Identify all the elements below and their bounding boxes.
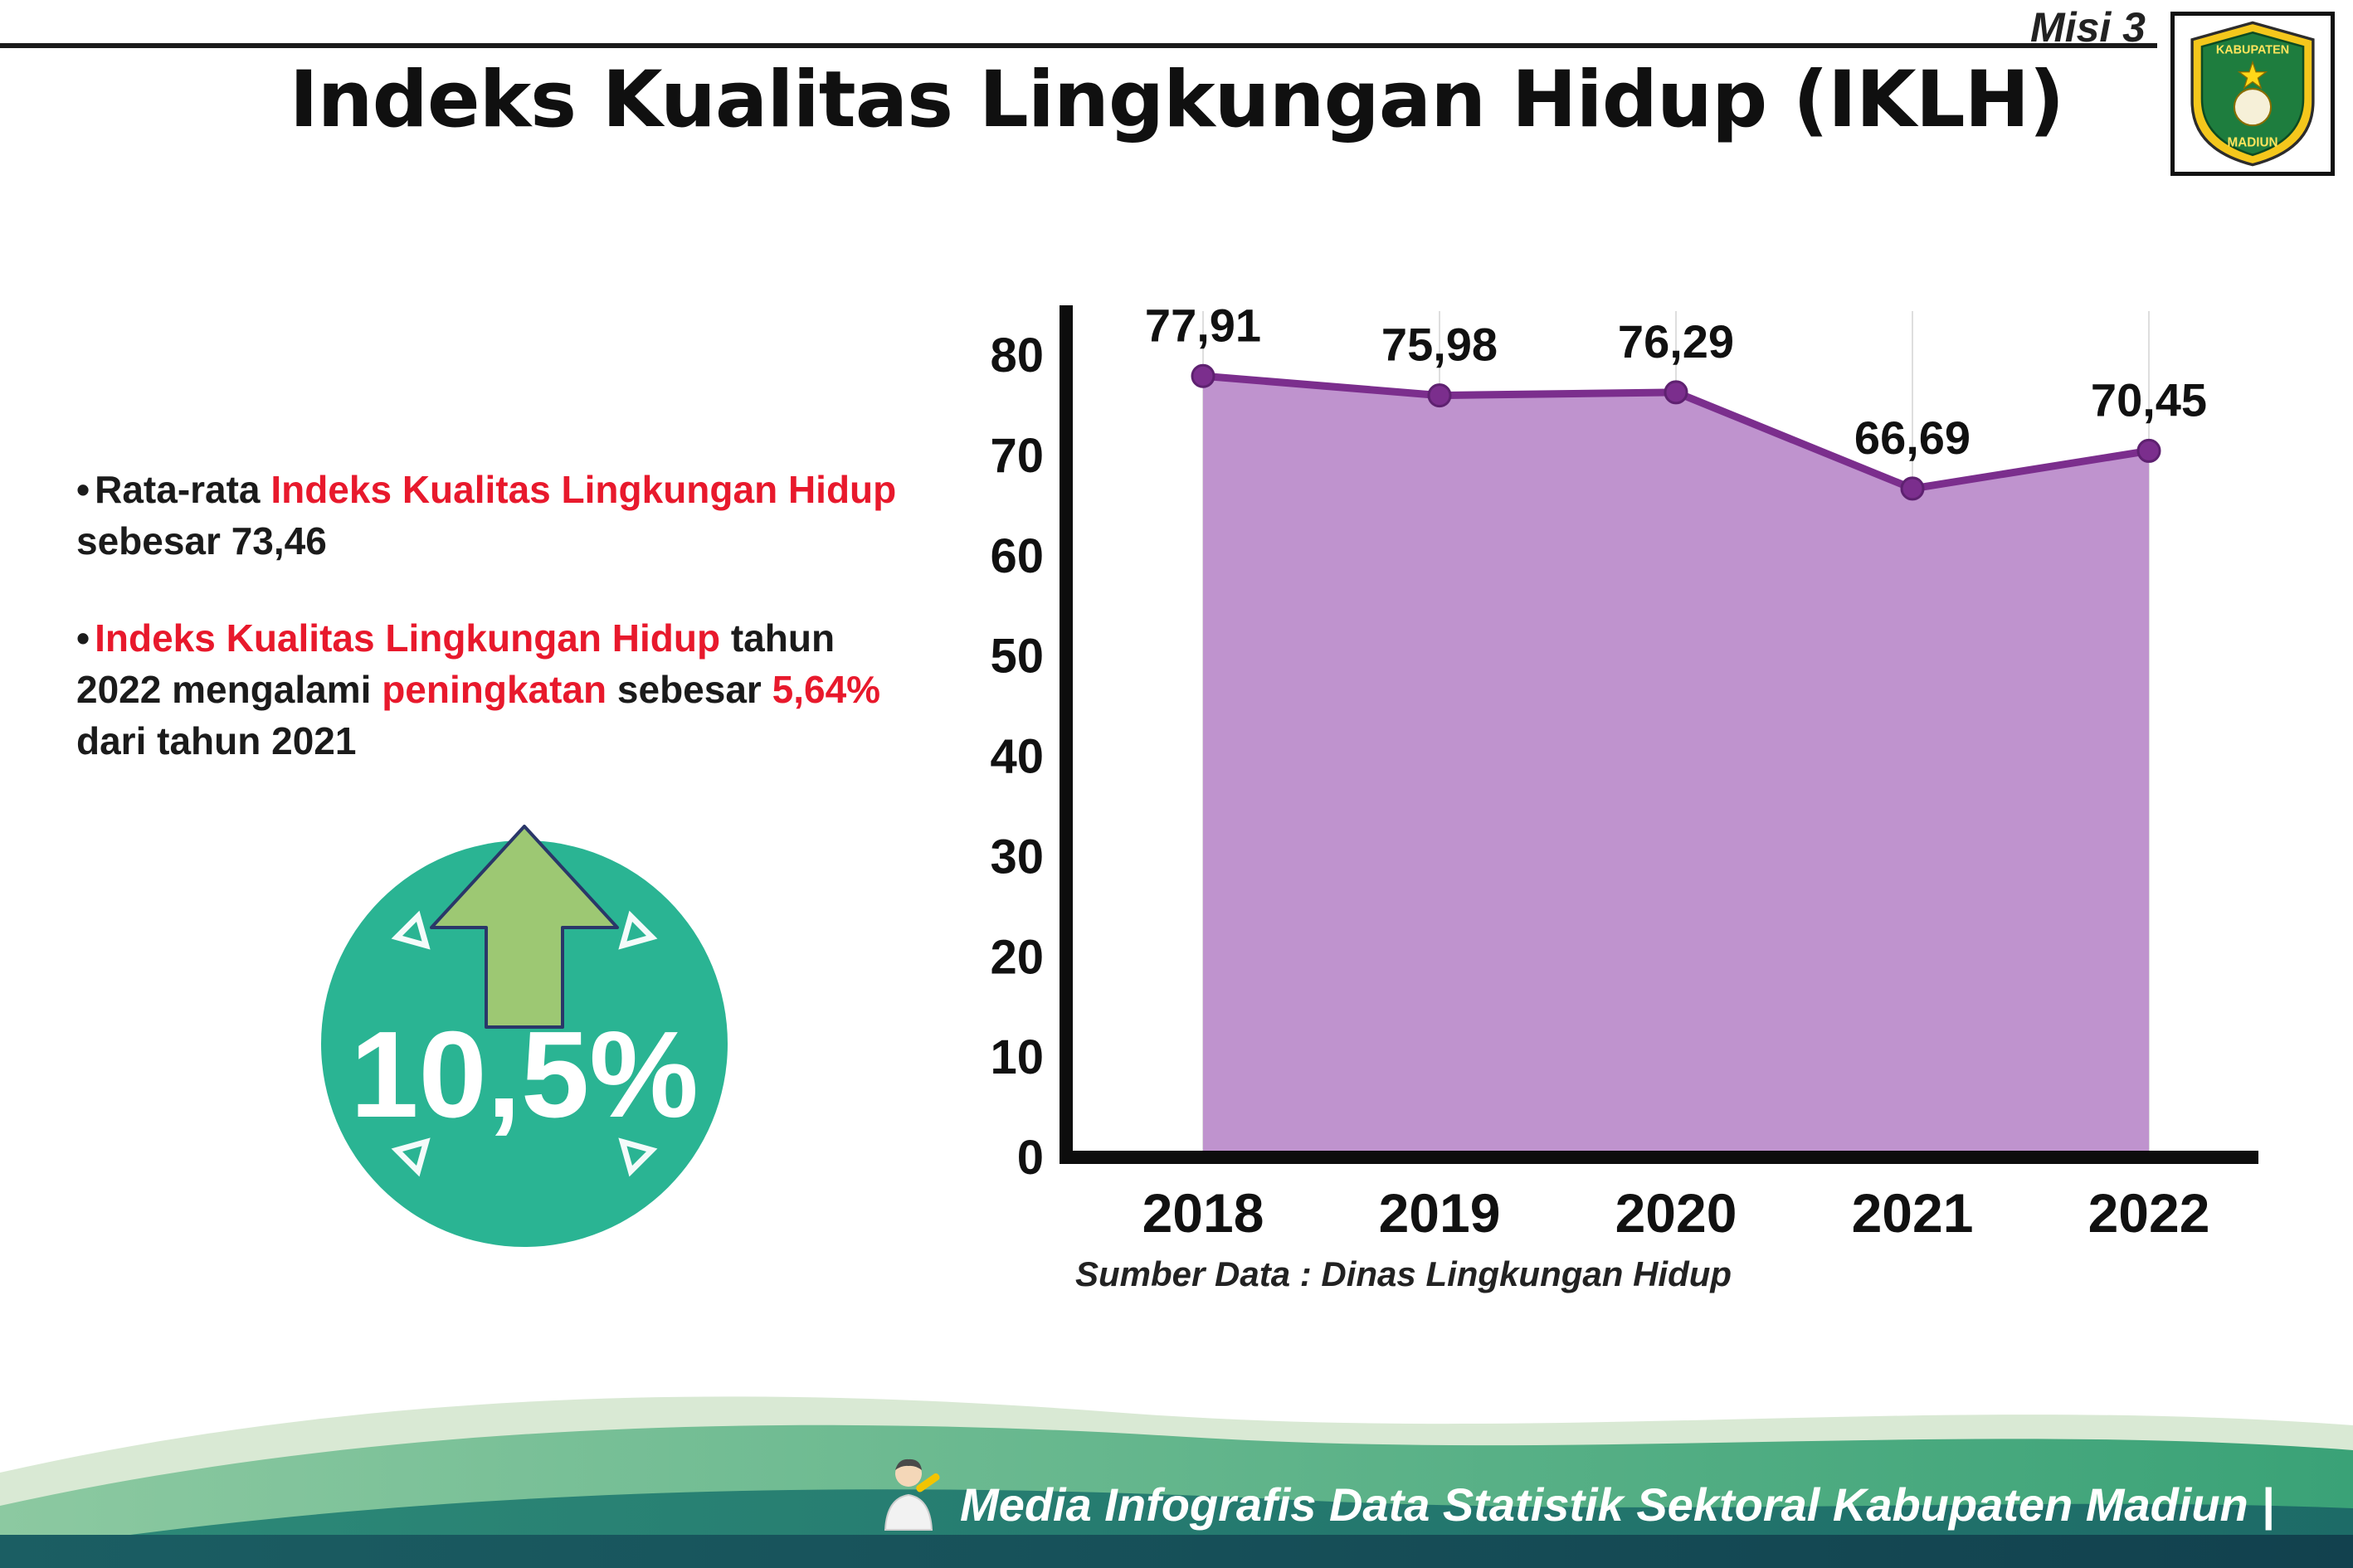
y-tick-label: 0 [1017, 1131, 1044, 1185]
text-segment-red: Indeks Kualitas Lingkungan Hidup [95, 616, 721, 660]
footer-bottom-strip [0, 1535, 2353, 1568]
badge-tick-marks [391, 910, 658, 1177]
y-axis [1060, 305, 1073, 1164]
text-segment: tahun 2022 mengalami [76, 616, 835, 711]
data-point [1900, 476, 1925, 501]
y-tick-label: 60 [990, 529, 1044, 583]
mascot-pencil [916, 1473, 940, 1493]
y-tick-label: 80 [990, 329, 1044, 382]
x-tick-label: 2019 [1379, 1182, 1501, 1244]
x-axis [1060, 1151, 2258, 1164]
x-tick-label: 2020 [1615, 1182, 1737, 1244]
data-source-caption: Sumber Data : Dinas Lingkungan Hidup [1075, 1254, 1732, 1293]
data-point [1664, 380, 1688, 405]
text-segment-red: 5,64% [772, 667, 881, 711]
tick-triangle [391, 1137, 431, 1177]
area-fill [1203, 376, 2149, 1157]
y-tick-label: 30 [990, 830, 1044, 884]
tick-triangle [391, 910, 431, 950]
page-title: Indeks Kualitas Lingkungan Hidup (IKLH) [289, 55, 2065, 145]
y-tick-label: 40 [990, 730, 1044, 784]
mascot-body [884, 1493, 933, 1531]
kabupaten-madiun-logo: KABUPATEN MADIUN [2190, 21, 2315, 167]
tick-triangle [618, 1137, 658, 1177]
text-segment: sebesar [607, 667, 772, 711]
data-point [2136, 438, 2161, 463]
value-label: 76,29 [1618, 315, 1734, 368]
bullet-average-iklh: Rata-rata Indeks Kualitas Lingkungan Hid… [76, 465, 914, 567]
data-point [1191, 363, 1215, 388]
logo-bottom-text: MADIUN [2228, 136, 2278, 150]
logo-top-text: KABUPATEN [2216, 44, 2289, 57]
y-tick-label: 70 [990, 429, 1044, 483]
y-tick-label: 50 [990, 630, 1044, 684]
text-segment-red: Indeks Kualitas Lingkungan Hidup [270, 468, 897, 511]
tick-triangle [618, 910, 658, 950]
text-segment: sebesar 73,46 [76, 519, 327, 562]
y-tick-label: 10 [990, 1030, 1044, 1084]
bullet-increase-2022: Indeks Kualitas Lingkungan Hidup tahun 2… [76, 613, 914, 767]
header-divider [0, 43, 2157, 48]
value-label: 75,98 [1381, 319, 1498, 371]
text-segment: dari tahun 2021 [76, 718, 357, 762]
data-point [1427, 383, 1452, 408]
mascot-head [895, 1460, 923, 1487]
misi-label: Misi 3 [2030, 4, 2146, 51]
x-tick-label: 2022 [2088, 1182, 2210, 1244]
up-arrow-icon [430, 825, 619, 1029]
key-points: Rata-rata Indeks Kualitas Lingkungan Hid… [76, 465, 914, 813]
footer-credit-text: Media Infografis Data Statistik Sektoral… [960, 1478, 2274, 1531]
value-label: 77,91 [1145, 299, 1261, 351]
mascot-icon [884, 1458, 940, 1531]
mascot-hair [895, 1458, 923, 1470]
text-segment-red: peningkatan [382, 667, 607, 711]
x-tick-label: 2021 [1852, 1182, 1974, 1244]
value-label: 66,69 [1854, 411, 1971, 464]
footer-waves [0, 1396, 2353, 1568]
badge-value: 10,5% [350, 1006, 699, 1143]
y-tick-label: 20 [990, 930, 1044, 984]
logo-star [2237, 60, 2268, 90]
logo-center-emblem [2233, 88, 2273, 127]
value-label: 70,45 [2091, 373, 2207, 426]
iklh-area-chart: 77,91 75,98 76,29 66,69 70,45 0 10 20 30 40 50 60 70… [990, 299, 2258, 1244]
increase-badge: 10,5% [321, 825, 728, 1247]
text-segment: Rata-rata [95, 468, 271, 511]
logo-frame: KABUPATEN MADIUN [2170, 12, 2335, 176]
x-tick-label: 2018 [1142, 1182, 1264, 1244]
footer-credit: Media Infografis Data Statistik Sektoral… [874, 1452, 2274, 1531]
